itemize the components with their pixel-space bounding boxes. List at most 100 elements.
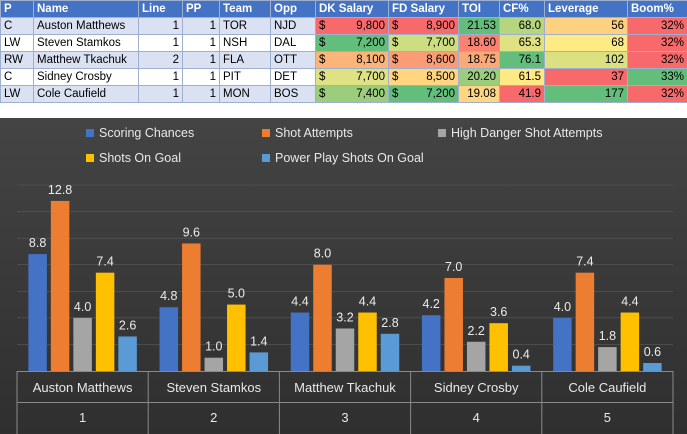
category-label: Steven Stamkos	[166, 380, 262, 395]
cell-lev: 56	[544, 17, 628, 35]
data-label: 8.8	[29, 236, 46, 250]
column-header[interactable]: Boom%	[627, 0, 687, 18]
bar[interactable]	[290, 312, 310, 371]
data-label: 12.8	[48, 183, 72, 197]
column-header[interactable]: P	[0, 0, 34, 18]
column-header[interactable]: CF%	[499, 0, 545, 18]
bar[interactable]	[444, 278, 463, 371]
cell-fd: $7,700	[388, 34, 459, 52]
table-row[interactable]: C Auston Matthews 1 1 TOR NJD $9,800 $8,900 21.5…	[0, 17, 687, 35]
data-label: 3.6	[490, 305, 507, 319]
cell-cf: 41.9	[499, 85, 545, 103]
legend-item[interactable]: Scoring Chances	[86, 126, 194, 140]
legend-label: Scoring Chances	[99, 126, 195, 140]
legend-swatch	[262, 129, 270, 137]
salary-value: 9,800	[356, 20, 385, 32]
bar[interactable]	[182, 243, 201, 371]
category-label: Auston Matthews	[32, 380, 133, 395]
cell-dk: $7,700	[315, 68, 389, 86]
bar[interactable]	[598, 347, 617, 371]
cell-lev: 68	[544, 34, 628, 52]
bar[interactable]	[50, 200, 70, 371]
bar[interactable]	[313, 264, 332, 371]
currency-symbol: $	[392, 54, 399, 66]
column-header[interactable]: Leverage	[544, 0, 628, 18]
data-label: 0.4	[513, 348, 530, 362]
bar[interactable]	[620, 312, 640, 371]
column-header[interactable]: Line	[138, 0, 183, 18]
cell-dk: $7,400	[315, 85, 389, 103]
legend-item[interactable]: Shot Attempts	[262, 126, 353, 140]
legend-item[interactable]: Shots On Goal	[86, 151, 181, 165]
bar[interactable]	[335, 328, 355, 371]
cell-line: 1	[138, 17, 183, 35]
cell-boom: 32%	[627, 34, 687, 52]
cell-opp: NJD	[270, 17, 316, 35]
column-header[interactable]: Team	[219, 0, 271, 18]
cell-fd: $8,600	[388, 51, 459, 69]
bar[interactable]	[95, 272, 115, 371]
cell-pos: LW	[0, 85, 34, 103]
bar[interactable]	[204, 357, 224, 371]
cell-line: 1	[138, 68, 183, 86]
cell-toi: 18.75	[458, 51, 500, 69]
bar[interactable]	[511, 365, 531, 371]
category-label: Sidney Crosby	[433, 380, 519, 395]
bar[interactable]	[421, 315, 441, 371]
cell-dk: $9,800	[315, 17, 389, 35]
data-label: 7.0	[445, 260, 462, 274]
data-label: 5.0	[228, 287, 245, 301]
cell-name: Cole Caufield	[33, 85, 139, 103]
column-header[interactable]: Name	[33, 0, 139, 18]
column-header[interactable]: FD Salary	[388, 0, 459, 18]
bar[interactable]	[118, 336, 137, 371]
bar[interactable]	[575, 272, 595, 371]
cell-opp: OTT	[270, 51, 316, 69]
table-row[interactable]: C Sidney Crosby 1 1 PIT DET $7,700 $8,500 20.20 6…	[0, 68, 687, 86]
bar[interactable]	[28, 254, 47, 371]
table-row[interactable]: LW Cole Caufield 1 1 MON BOS $7,400 $7,200 19.08…	[0, 85, 687, 103]
salary-value: 8,500	[426, 71, 455, 83]
bar[interactable]	[358, 312, 377, 371]
cell-team: MON	[219, 85, 271, 103]
cell-pp: 1	[182, 68, 220, 86]
salary-value: 7,200	[356, 37, 385, 49]
data-label: 4.4	[291, 295, 308, 309]
bar[interactable]	[249, 352, 269, 371]
salary-value: 7,200	[426, 88, 455, 100]
legend-swatch	[262, 154, 270, 162]
bar[interactable]	[159, 307, 179, 371]
column-header[interactable]: TOI	[458, 0, 500, 18]
cell-pp: 1	[182, 17, 220, 35]
table-row[interactable]: RW Matthew Tkachuk 2 1 FLA OTT $8,100 $8,600 18.…	[0, 51, 687, 69]
cell-cf: 76.1	[499, 51, 545, 69]
category-number-label: 4	[472, 410, 480, 425]
salary-value: 8,600	[426, 54, 455, 66]
data-label: 9.6	[183, 225, 200, 239]
cell-pp: 1	[182, 34, 220, 52]
legend-item[interactable]: High Danger Shot Attempts	[438, 126, 602, 140]
bar[interactable]	[227, 304, 246, 371]
legend-item[interactable]: Power Play Shots On Goal	[262, 151, 424, 165]
cell-name: Steven Stamkos	[33, 34, 139, 52]
bar[interactable]	[643, 363, 662, 371]
cell-cf: 65.3	[499, 34, 545, 52]
cell-lev: 177	[544, 85, 628, 103]
bar[interactable]	[489, 323, 508, 371]
data-label: 7.4	[96, 255, 113, 269]
data-label: 2.2	[468, 324, 485, 338]
currency-symbol: $	[319, 54, 326, 66]
bar[interactable]	[380, 333, 400, 371]
cell-name: Sidney Crosby	[33, 68, 139, 86]
bar[interactable]	[553, 317, 572, 371]
column-header[interactable]: Opp	[270, 0, 316, 18]
bar[interactable]	[466, 341, 486, 371]
cell-pos: RW	[0, 51, 34, 69]
table-row[interactable]: LW Steven Stamkos 1 1 NSH DAL $7,200 $7,700 18.6…	[0, 34, 687, 52]
bar[interactable]	[73, 317, 92, 371]
column-header[interactable]: PP	[182, 0, 220, 18]
column-header[interactable]: DK Salary	[315, 0, 389, 18]
cell-opp: BOS	[270, 85, 316, 103]
cell-cf: 68.0	[499, 17, 545, 35]
player-table: P Name Line PP Team Opp DK Salary FD Salary TOI C…	[0, 0, 687, 103]
